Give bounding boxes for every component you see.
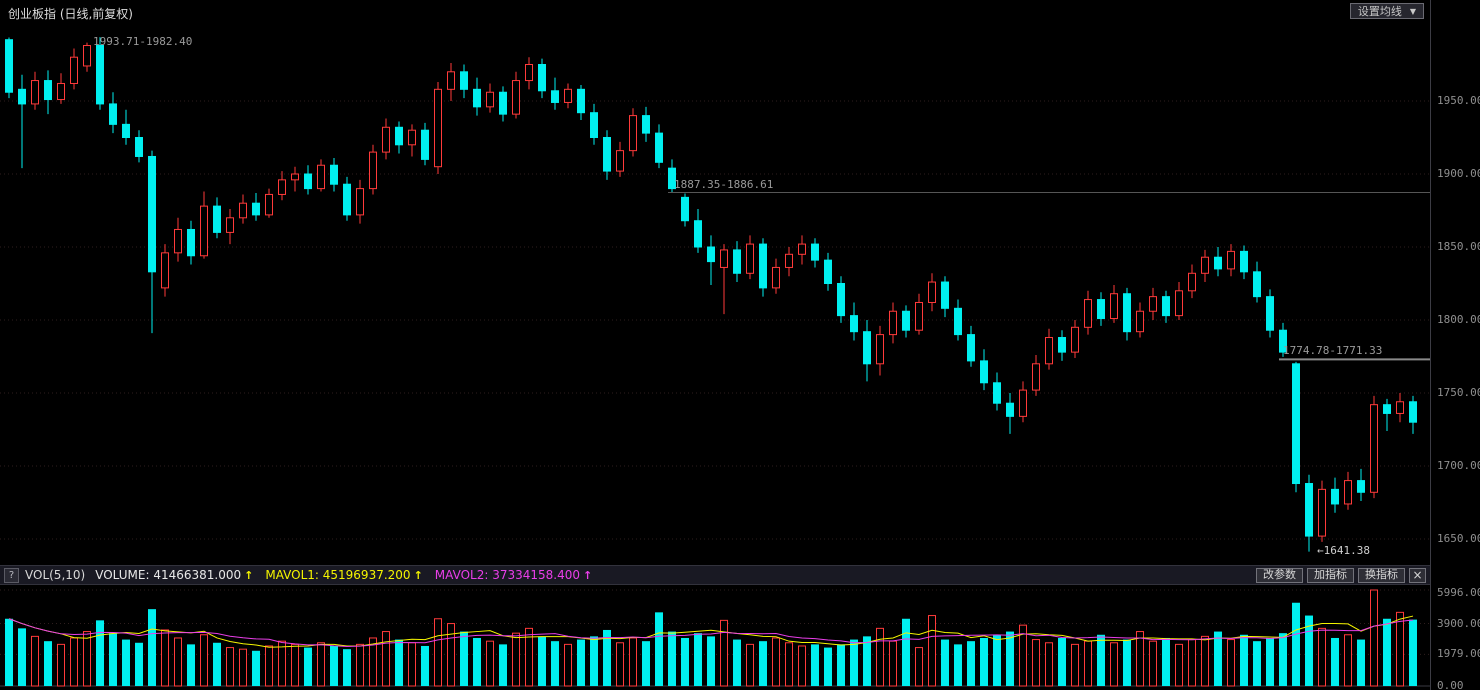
volume-chart[interactable]: [0, 585, 1430, 690]
volume-axis-label: 1979.00: [1437, 647, 1480, 661]
ma-settings-button[interactable]: 设置均线 ▼: [1349, 3, 1424, 19]
mavol2-value: MAVOL2: 37334158.400: [434, 568, 580, 582]
add-indicator-button[interactable]: 加指标: [1307, 567, 1354, 583]
price-axis-label: 1800.00: [1437, 313, 1480, 326]
price-axis-label: 1950.00: [1437, 94, 1480, 107]
indicator-toolbar-buttons: 改参数 加指标 换指标 ×: [1256, 567, 1430, 583]
price-axis-label: 1650.00: [1437, 532, 1480, 545]
volume-axis-label: 3900.00: [1437, 616, 1480, 630]
price-axis-separator: [1430, 0, 1431, 690]
chart-title: 创业板指 (日线,前复权): [8, 7, 133, 21]
price-axis-label: 1750.00: [1437, 386, 1480, 399]
chevron-down-icon: ▼: [1409, 6, 1416, 16]
close-icon[interactable]: ×: [1409, 567, 1426, 583]
mavol1-value: MAVOL1: 45196937.200: [265, 568, 411, 582]
mavol1-up-arrow-icon: ↑: [413, 568, 423, 582]
volume-toolbar: ? VOL(5,10) VOLUME: 41466381.000 ↑ MAVOL…: [0, 565, 1430, 585]
indicator-name[interactable]: VOL(5,10): [25, 568, 86, 582]
ma-settings-label: 设置均线: [1357, 5, 1402, 18]
volume-axis-label: 5996.00: [1437, 586, 1480, 599]
mavol2-up-arrow-icon: ↑: [583, 568, 593, 582]
price-axis-label: 1850.00: [1437, 240, 1480, 253]
help-icon[interactable]: ?: [4, 567, 19, 583]
candlestick-chart[interactable]: [0, 0, 1430, 563]
volume-up-arrow-icon: ↑: [244, 568, 254, 582]
price-axis-label: 1900.00: [1437, 167, 1480, 180]
edit-params-button[interactable]: 改参数: [1256, 567, 1303, 583]
switch-indicator-button[interactable]: 换指标: [1358, 567, 1405, 583]
volume-axis-label: 0.00: [1437, 679, 1464, 690]
volume-value: VOLUME: 41466381.000: [95, 568, 242, 582]
price-axis-label: 1700.00: [1437, 459, 1480, 472]
